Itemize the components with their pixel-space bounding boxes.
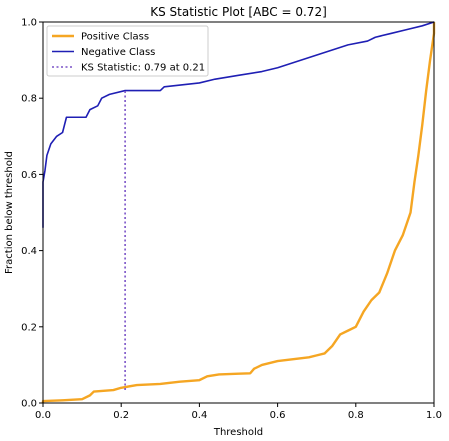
- x-tick-label: 0.0: [35, 410, 51, 421]
- y-tick-label: 0.2: [21, 322, 37, 333]
- x-tick-label: 1.0: [426, 410, 442, 421]
- legend-ks-statistic-label: KS Statistic: 0.79 at 0.21: [81, 63, 205, 74]
- y-tick-label: 0.0: [21, 399, 37, 410]
- x-tick-label: 0.2: [113, 410, 129, 421]
- x-tick-label: 0.8: [348, 410, 364, 421]
- plot-area: 0.0 0.2 0.4 0.6 0.8 1.0 0.0 0.2 0.4 0.6 0.8 1.0: [21, 18, 442, 422]
- y-tick-label: 1.0: [21, 18, 37, 29]
- legend-positive-class-label: Positive Class: [81, 32, 149, 43]
- x-axis-label: Threshold: [213, 427, 263, 438]
- legend-negative-class-label: Negative Class: [81, 47, 155, 58]
- y-tick-label: 0.6: [21, 170, 37, 181]
- y-axis-label: Fraction below threshold: [4, 151, 15, 274]
- negative-class-line: [42, 21, 435, 228]
- positive-class-line: [41, 22, 436, 403]
- x-tick-label: 0.6: [270, 410, 286, 421]
- legend-box: [46, 25, 209, 77]
- legend: Positive Class Negative Class KS Statistic…: [46, 25, 209, 77]
- y-tick-label: 0.8: [21, 94, 37, 105]
- y-tick-label: 0.4: [21, 246, 37, 257]
- plot-frame: [42, 21, 435, 404]
- chart-title: KS Statistic Plot [ABC = 0.72]: [150, 5, 327, 19]
- x-tick-label: 0.4: [191, 410, 207, 421]
